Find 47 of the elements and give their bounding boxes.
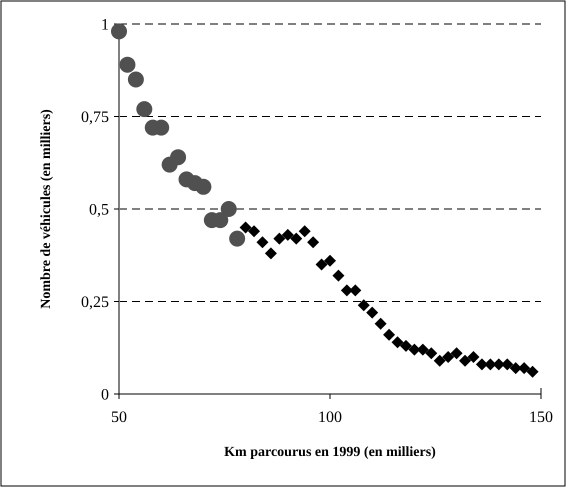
point [229,230,246,247]
point [518,362,530,374]
y-tick-label: 1 [101,16,109,34]
x-tick-label: 150 [529,409,553,426]
point [467,351,480,363]
point [383,328,396,341]
y-tick-label: 0 [101,386,109,404]
point [240,222,252,234]
point [290,232,302,245]
point [459,354,472,367]
point [476,358,488,370]
y-tick-label: 0,5 [89,202,109,219]
point [526,366,539,378]
y-tick-label: 0,25 [81,294,109,312]
point [256,236,268,248]
point [282,228,294,241]
point [442,351,454,363]
point [434,354,446,367]
point [220,201,237,217]
point [332,270,344,282]
x-axis-title: Km parcourus en 1999 (en milliers) [224,445,436,460]
point [400,340,412,352]
point [408,344,420,356]
point [450,347,463,360]
point [111,23,127,40]
point [128,72,144,88]
x-tick-label: 100 [318,409,342,426]
point [298,225,311,238]
point [316,258,328,270]
point [273,232,286,245]
x-tick-label: 50 [111,409,127,426]
point [425,347,438,360]
point [248,225,260,238]
point [119,56,136,73]
point [340,284,353,296]
point [264,247,277,260]
point [366,306,378,319]
point [374,318,387,330]
point [358,299,370,312]
y-axis-title: Nombre de véhicules (en milliers) [39,108,54,309]
point [170,149,186,166]
point [195,178,212,195]
point [136,101,152,118]
point [324,254,336,267]
point [307,236,320,248]
point [392,336,404,348]
y-tick-label: 0,75 [81,109,109,126]
